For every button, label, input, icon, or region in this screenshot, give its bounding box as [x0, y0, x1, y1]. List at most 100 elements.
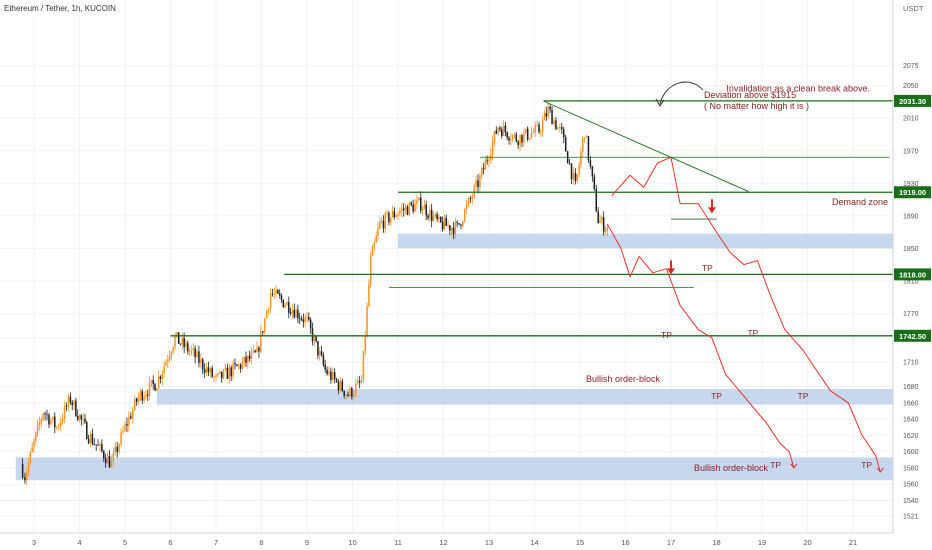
down-arrow-head: [707, 207, 716, 214]
candle-body: [135, 398, 138, 402]
candle-body: [458, 223, 460, 225]
candle-body: [536, 124, 538, 126]
x-tick-label: 8: [259, 538, 263, 547]
y-tick-label: 1970: [903, 148, 919, 155]
candle-body: [236, 364, 238, 367]
candle-body: [515, 134, 518, 142]
candle-body: [373, 242, 376, 247]
candle-body: [196, 351, 198, 358]
candle-body: [273, 293, 275, 295]
tp-label: TP: [861, 460, 872, 470]
y-tick-label: 2050: [903, 83, 919, 90]
candle-body: [103, 451, 105, 459]
candle-body: [104, 458, 107, 464]
candle-body: [201, 359, 204, 370]
candle-body: [502, 125, 505, 136]
candle-body: [351, 388, 353, 397]
y-tick-label: 2075: [903, 63, 919, 70]
candle-body: [116, 446, 118, 452]
candle-body: [362, 350, 365, 382]
candle-body: [237, 364, 240, 367]
x-tick-label: 20: [803, 538, 811, 547]
candle-body: [356, 380, 359, 385]
candle-body: [380, 220, 383, 222]
candle-body: [491, 141, 494, 155]
candle-body: [335, 379, 338, 382]
candle-body: [200, 359, 202, 363]
candle-body: [500, 129, 503, 136]
candle-body: [275, 289, 277, 294]
candle-body: [504, 125, 507, 133]
candle-body: [551, 109, 553, 125]
x-tick-label: 15: [576, 538, 584, 547]
x-tick-label: 21: [849, 538, 857, 547]
candle-body: [232, 363, 234, 377]
candle-body: [345, 394, 347, 396]
candle-body: [181, 338, 184, 344]
projection-arrowhead: [790, 463, 798, 469]
projection-path: [611, 156, 881, 473]
candle-body: [436, 214, 438, 220]
candle-body: [382, 220, 385, 229]
candle-body: [452, 227, 455, 235]
candle-body: [185, 343, 187, 347]
candle-body: [306, 316, 308, 318]
candle-body: [484, 160, 487, 170]
candle-body: [562, 129, 565, 138]
candle-body: [574, 172, 577, 181]
candle-body: [309, 319, 312, 329]
candle-body: [601, 217, 603, 221]
candle-body: [393, 211, 396, 218]
candle-body: [589, 160, 592, 167]
candles: [21, 101, 609, 486]
x-tick-label: 12: [439, 538, 447, 547]
candle-body: [211, 368, 213, 377]
candle-body: [347, 394, 349, 397]
grid: [0, 0, 893, 533]
candle-body: [521, 134, 523, 143]
candle-body: [31, 447, 33, 452]
y-tick-label: 2010: [903, 116, 919, 123]
candle-body: [404, 206, 407, 211]
candle-body: [315, 336, 317, 342]
tp-label: TP: [661, 330, 672, 340]
candle-body: [366, 306, 368, 337]
price-tag-label: 2031.30: [899, 97, 926, 106]
candle-body: [499, 127, 501, 130]
candle-body: [154, 383, 156, 391]
candle-body: [25, 472, 28, 481]
candle-body: [473, 186, 475, 197]
x-tick-label: 7: [214, 538, 218, 547]
currency-label: USDT: [903, 4, 924, 13]
x-tick-label: 6: [168, 538, 172, 547]
zones: [15, 233, 894, 481]
candle-body: [120, 432, 122, 445]
candle-body: [553, 120, 555, 125]
candle-body: [75, 400, 77, 416]
trend-line: [543, 100, 749, 192]
candle-body: [163, 365, 165, 373]
candle-body: [421, 208, 424, 211]
candle-body: [297, 309, 299, 319]
candle-body: [557, 127, 559, 130]
candle-body: [57, 426, 60, 428]
candle-body: [271, 293, 274, 295]
candle-body: [65, 405, 68, 407]
candle-body: [78, 415, 81, 420]
candle-body: [406, 206, 409, 215]
x-tick-label: 10: [348, 538, 356, 547]
candle-body: [332, 372, 334, 381]
y-tick-label: 1850: [903, 246, 919, 253]
price-tag-label: 1742.50: [899, 332, 926, 341]
candle-body: [205, 367, 208, 373]
tp-label: TP: [770, 460, 781, 470]
candle-body: [48, 414, 50, 425]
candle-body: [247, 355, 249, 363]
candle-body: [36, 424, 39, 433]
curved-pointer: [659, 81, 704, 105]
candle-body: [391, 211, 394, 218]
candle-body: [438, 216, 440, 220]
candle-body: [339, 381, 342, 391]
